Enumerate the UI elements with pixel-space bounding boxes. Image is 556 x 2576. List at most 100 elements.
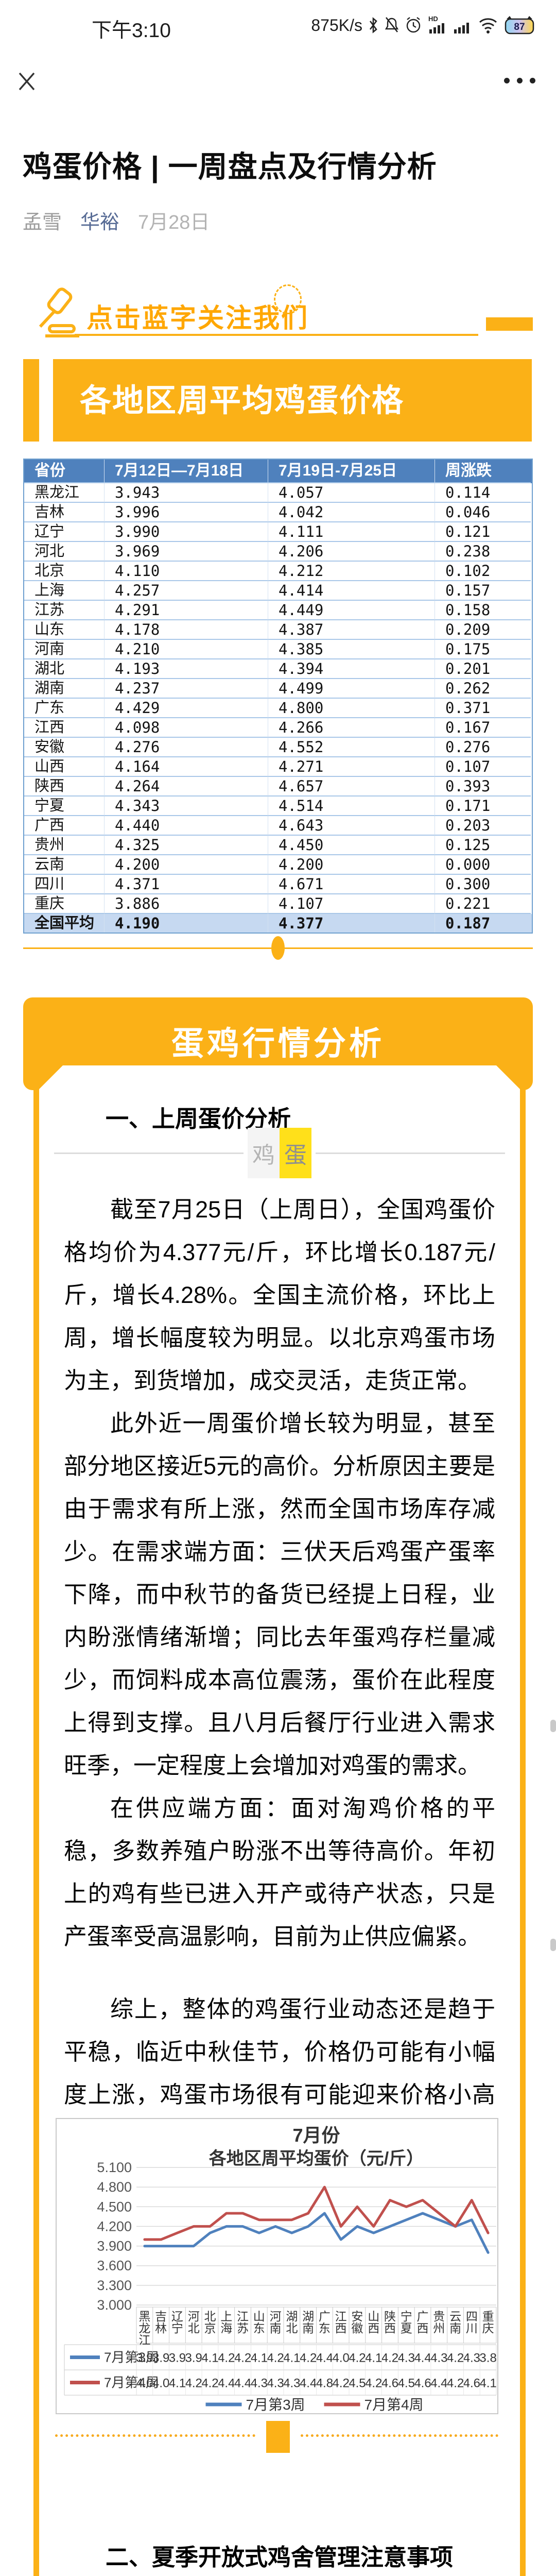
price-cell: 3.886 — [105, 894, 268, 914]
price-cell: 0.000 — [435, 855, 531, 875]
svg-text:南: 南 — [270, 2321, 282, 2335]
svg-text:南: 南 — [449, 2321, 461, 2335]
province-cell: 云南 — [24, 855, 105, 875]
price-cell: 4.387 — [268, 620, 435, 640]
svg-text:4.3: 4.3 — [398, 2351, 415, 2365]
svg-text:4.2: 4.2 — [267, 2351, 284, 2365]
svg-text:北: 北 — [188, 2321, 200, 2335]
signal-hd-icon: HD — [427, 15, 448, 36]
analysis-paragraph: 此外近一周蛋价增长较为明显，甚至部分地区接近5元的高价。分析原因主要是由于需求有… — [64, 1410, 495, 1778]
svg-text:4.0: 4.0 — [136, 2377, 153, 2391]
price-cell: 0.276 — [435, 738, 531, 757]
price-cell: 4.178 — [105, 620, 268, 640]
svg-text:贵: 贵 — [433, 2310, 445, 2323]
svg-text:3.9: 3.9 — [152, 2351, 169, 2365]
price-cell: 3.996 — [105, 503, 268, 522]
svg-text:重: 重 — [482, 2310, 494, 2323]
svg-text:4.4: 4.4 — [218, 2377, 235, 2391]
account-link[interactable]: 华裕 — [80, 212, 120, 233]
svg-text:4.2: 4.2 — [234, 2351, 251, 2365]
price-cell: 0.171 — [435, 796, 531, 816]
footer-cell: 4.377 — [268, 914, 435, 933]
close-button[interactable] — [13, 66, 40, 97]
more-menu-button[interactable] — [504, 66, 535, 95]
price-cell: 4.271 — [268, 757, 435, 777]
price-cell: 0.107 — [435, 757, 531, 777]
footer-cell: 全国平均 — [24, 914, 105, 933]
price-cell: 0.300 — [435, 875, 531, 894]
svg-text:4.2: 4.2 — [218, 2351, 235, 2365]
section-title-side-bar — [23, 359, 39, 442]
price-cell: 0.046 — [435, 503, 531, 522]
price-cell: 4.394 — [268, 659, 435, 679]
province-cell: 河南 — [24, 640, 105, 659]
svg-text:4.1: 4.1 — [479, 2377, 496, 2391]
follow-banner-text[interactable]: 点击蓝字关注我们 — [86, 303, 309, 333]
svg-text:京: 京 — [204, 2321, 216, 2335]
svg-text:4.6: 4.6 — [381, 2377, 398, 2391]
province-cell: 江西 — [24, 718, 105, 738]
svg-text:川: 川 — [466, 2321, 478, 2335]
svg-text:安: 安 — [351, 2310, 363, 2323]
svg-text:江: 江 — [237, 2310, 249, 2323]
price-cell: 4.429 — [105, 699, 268, 718]
price-cell: 0.201 — [435, 659, 531, 679]
price-cell: 0.371 — [435, 699, 531, 718]
table-row: 河北 3.969 4.206 0.238 — [24, 542, 532, 562]
svg-text:陕: 陕 — [384, 2310, 396, 2323]
footer-cell: 0.187 — [445, 914, 491, 932]
svg-text:西: 西 — [384, 2321, 396, 2335]
svg-text:龙: 龙 — [138, 2321, 150, 2335]
scrollbar-thumb[interactable] — [550, 1720, 556, 1732]
svg-text:海: 海 — [220, 2321, 232, 2335]
analysis-paragraphs: 截至7月25日（上周日），全国鸡蛋价格均价为4.377元/斤，环比增长0.187… — [64, 1188, 495, 2159]
svg-text:4.0: 4.0 — [332, 2351, 349, 2365]
price-cell: 4.276 — [105, 738, 268, 757]
price-cell: 4.042 — [268, 503, 435, 522]
svg-text:4.1: 4.1 — [283, 2351, 300, 2365]
svg-text:3.300: 3.300 — [97, 2278, 132, 2293]
price-cell: 3.969 — [105, 542, 268, 562]
province-cell: 黑龙江 — [24, 483, 105, 503]
province-cell: 辽宁 — [24, 522, 105, 542]
table-row: 广东 4.429 4.800 0.371 — [24, 699, 532, 718]
publish-date: 7月28日 — [138, 212, 210, 233]
scrollbar-thumb[interactable] — [550, 1939, 556, 1951]
svg-text:东: 东 — [319, 2321, 331, 2335]
province-cell: 安徽 — [24, 738, 105, 757]
price-cell: 4.200 — [105, 855, 268, 875]
svg-text:4.1: 4.1 — [251, 2351, 268, 2365]
svg-text:辽: 辽 — [171, 2310, 183, 2323]
table-row: 湖南 4.237 4.499 0.262 — [24, 679, 532, 699]
price-cell: 0.158 — [435, 601, 531, 620]
table-row: 辽宁 3.990 4.111 0.121 — [24, 522, 532, 542]
price-cell: 4.210 — [105, 640, 268, 659]
table-row: 重庆 3.886 4.107 0.221 — [24, 894, 532, 914]
page-title: 鸡蛋价格 | 一周盘点及行情分析 — [23, 150, 437, 183]
status-time: 下午3:10 — [92, 20, 171, 42]
weekly-price-chart: 7月份 各地区周平均蛋价（元/斤） 5.100 4.800 4.500 4.200 3.90… — [56, 2118, 498, 2414]
svg-text:北: 北 — [204, 2310, 216, 2323]
svg-text:4.2: 4.2 — [300, 2351, 317, 2365]
svg-text:庆: 庆 — [482, 2321, 494, 2335]
dashed-divider-right — [301, 2434, 498, 2437]
svg-text:各地区周平均蛋价（元/斤）: 各地区周平均蛋价（元/斤） — [209, 2148, 424, 2168]
svg-text:4.4: 4.4 — [316, 2351, 333, 2365]
table-header-cell: 省份 — [24, 460, 105, 483]
table-row: 山西 4.164 4.271 0.107 — [24, 757, 532, 777]
svg-text:湖: 湖 — [302, 2310, 314, 2323]
svg-text:4.2: 4.2 — [185, 2377, 202, 2391]
analysis-paragraph: 截至7月25日（上周日），全国鸡蛋价格均价为4.377元/斤，环比增长0.187… — [64, 1196, 495, 1394]
banner-corner-rect — [486, 317, 533, 331]
gavel-icon — [32, 286, 85, 343]
banner-dashed-circle — [274, 284, 302, 314]
svg-text:吉: 吉 — [155, 2310, 167, 2323]
svg-text:林: 林 — [155, 2321, 167, 2335]
alarm-clock-icon — [405, 16, 422, 34]
svg-text:4.1: 4.1 — [365, 2351, 382, 2365]
svg-text:4.2: 4.2 — [349, 2351, 366, 2365]
bluetooth-icon — [368, 16, 379, 35]
price-cell: 4.110 — [105, 562, 268, 581]
price-cell: 4.111 — [268, 522, 435, 542]
province-cell: 江苏 — [24, 601, 105, 620]
